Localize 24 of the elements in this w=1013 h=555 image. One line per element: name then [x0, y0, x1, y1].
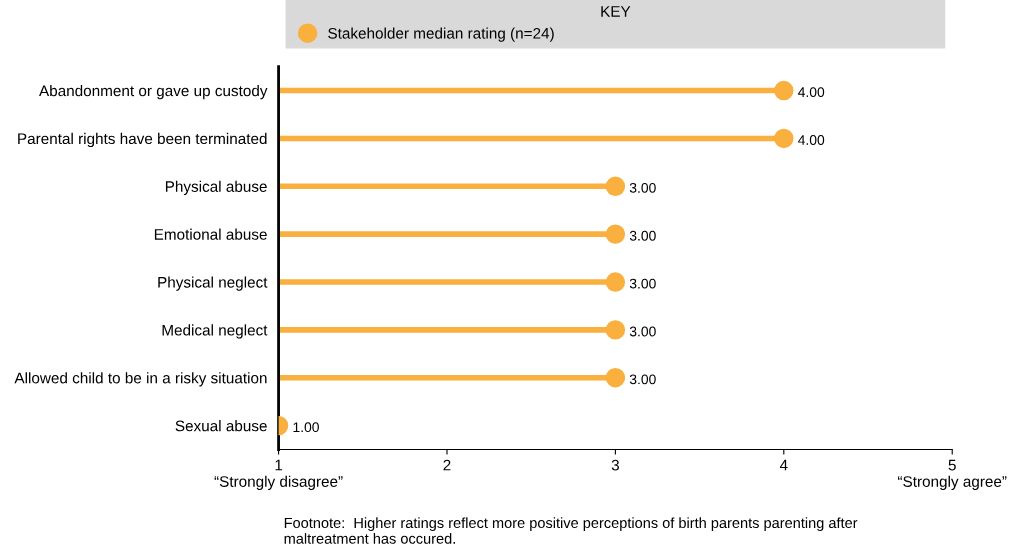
x-tick-label: 4 [779, 459, 788, 471]
y-tick-label: Parental rights have been terminated [18, 132, 267, 148]
data-label: 4.00 [798, 135, 825, 145]
legend-label: Stakeholder median rating (n=24) [328, 27, 554, 42]
data-label: 4.00 [798, 87, 825, 98]
text: Footnote: Higher ratings reflect more positive perceptions of birth parents parenting after maltreatment has occured. [284, 517, 858, 544]
y-tick-label: Physical abuse [165, 180, 267, 195]
data-label: 3.00 [629, 374, 656, 385]
legend-title: KEY [601, 6, 631, 17]
y-tick-label: Emotional abuse [154, 228, 267, 240]
y-tick-label: Physical neglect [158, 276, 268, 291]
x-tick-label: 2 [443, 459, 451, 471]
y-tick-label: Abandonment or gave up custody [39, 85, 268, 100]
x-tick-label: 1 “Strongly disagree” [214, 459, 343, 490]
x-tick-label: 5 “Strongly agree” [898, 459, 1007, 490]
data-label: 3.00 [629, 326, 656, 337]
y-tick-label: Allowed child to be in a risky situation [14, 372, 267, 387]
data-label: 3.00 [629, 278, 656, 289]
y-tick-label: Sexual abuse [175, 420, 267, 432]
y-tick-label: Medical neglect [162, 324, 268, 339]
data-label: 3.00 [629, 230, 656, 241]
data-label: 1.00 [293, 422, 319, 433]
x-tick-label: 3 [611, 459, 619, 471]
data-label: 3.00 [629, 182, 656, 193]
